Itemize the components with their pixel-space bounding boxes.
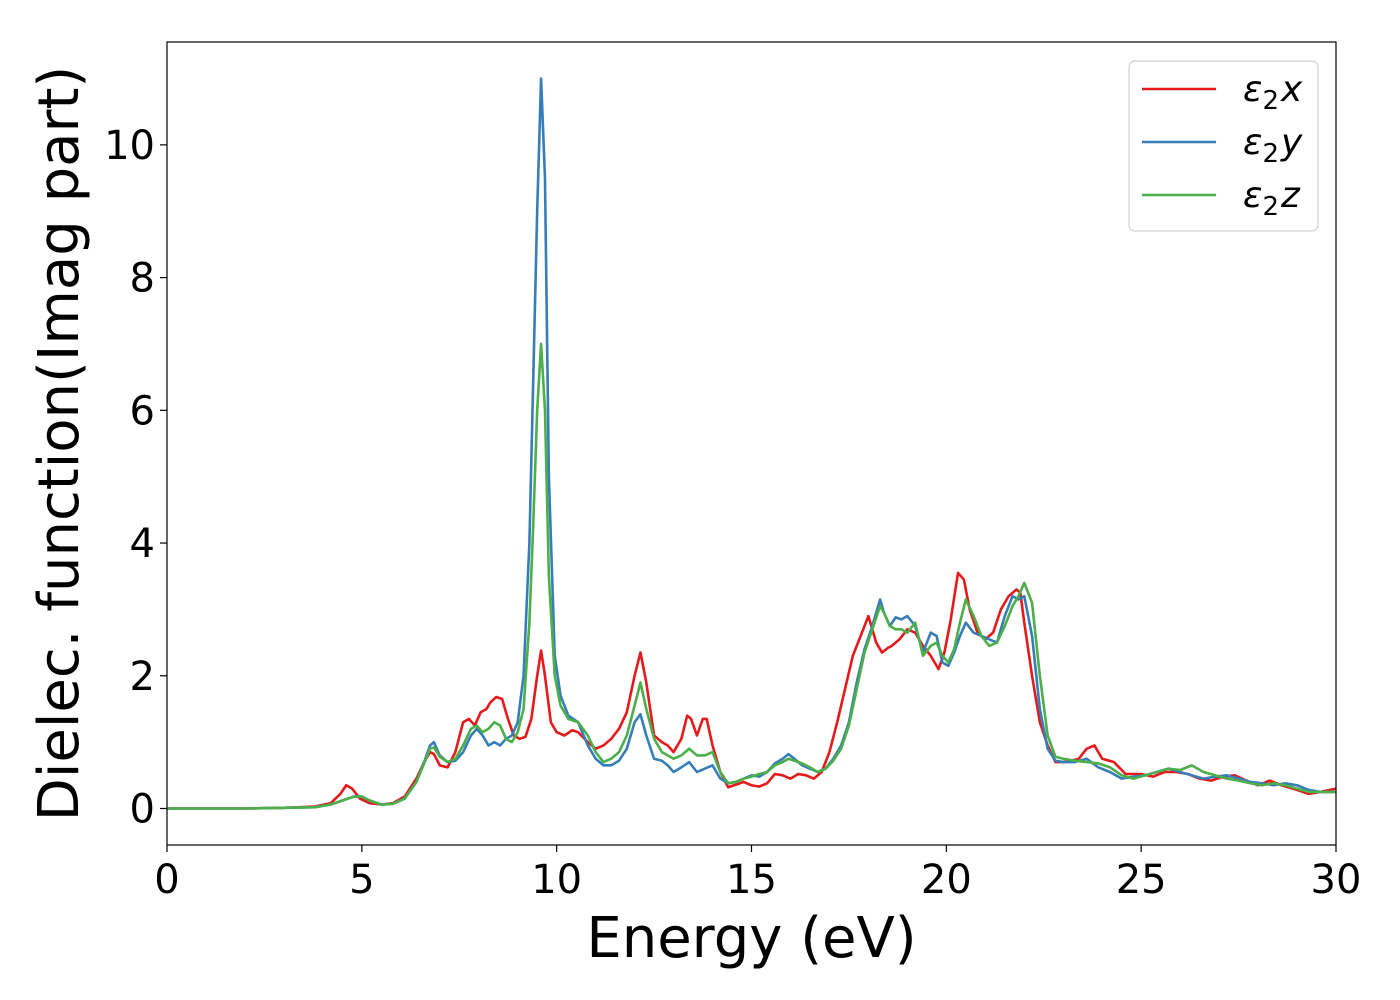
series-line-3: [167, 342, 1336, 810]
plot-lines: [167, 77, 1336, 810]
legend-label: ε2z: [1243, 175, 1301, 222]
y-tick-label: 8: [130, 256, 155, 302]
legend-label: ε2y: [1243, 122, 1303, 169]
series-line-1: [167, 571, 1336, 810]
x-axis: 0 5 10 15 20 25 30: [154, 845, 1361, 903]
legend-label: ε2x: [1243, 69, 1303, 116]
y-tick-label: 2: [130, 654, 155, 700]
x-tick-label: 30: [1311, 857, 1362, 903]
y-tick-label: 10: [104, 123, 155, 169]
legend-item: ε2x: [1142, 69, 1303, 116]
x-tick-label: 5: [349, 857, 374, 903]
legend-box: [1128, 60, 1319, 232]
x-tick-label: 10: [531, 857, 582, 903]
y-tick-label: 0: [130, 787, 155, 833]
y-axis-label: Dielec. function(Imag part): [27, 66, 92, 822]
y-tick-label: 6: [130, 388, 155, 434]
x-axis-label: Energy (eV): [586, 906, 916, 971]
legend: ε2x ε2y ε2z: [1128, 60, 1319, 232]
y-axis: 0 2 4 6 8 10: [104, 123, 167, 833]
legend-item: ε2z: [1142, 175, 1301, 222]
legend-item: ε2y: [1142, 122, 1303, 169]
x-tick-label: 15: [726, 857, 777, 903]
y-tick-label: 4: [130, 521, 155, 567]
x-tick-label: 20: [921, 857, 972, 903]
x-tick-label: 0: [154, 857, 179, 903]
x-tick-label: 25: [1116, 857, 1167, 903]
